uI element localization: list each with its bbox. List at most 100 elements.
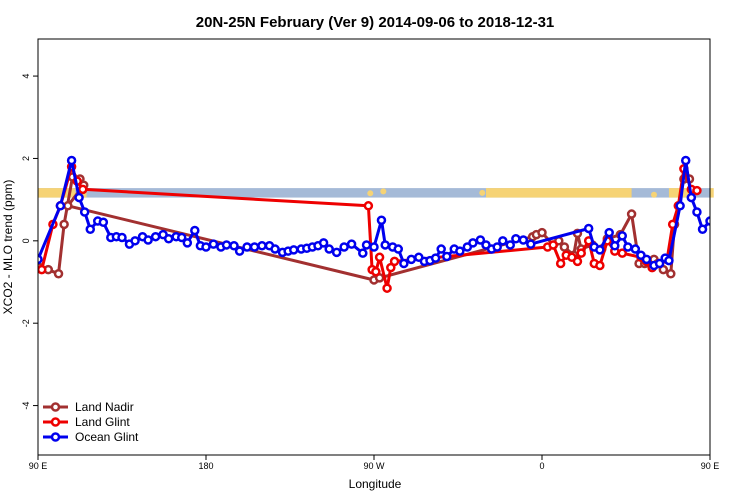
data-point <box>380 240 390 250</box>
data-point <box>229 241 239 251</box>
x-axis: 90 E 180 90 W 0 90 E <box>29 455 720 471</box>
data-point <box>731 233 738 240</box>
data-point <box>38 254 43 265</box>
data-point <box>143 235 153 245</box>
data-point <box>455 246 465 256</box>
series-land-glint <box>38 161 702 293</box>
data-point <box>331 247 342 258</box>
land-segment <box>38 188 76 198</box>
data-point <box>249 242 260 252</box>
data-point <box>675 201 685 211</box>
data-point <box>572 256 583 267</box>
data-point <box>498 236 508 246</box>
data-point <box>358 248 368 258</box>
data-point <box>376 215 387 225</box>
y-tick-label: 4 <box>21 74 31 79</box>
data-point <box>371 266 381 277</box>
data-point <box>234 246 245 256</box>
data-point <box>697 224 708 235</box>
data-point <box>548 240 558 250</box>
data-point <box>399 258 409 269</box>
data-point <box>66 155 77 166</box>
data-point <box>361 240 372 250</box>
land-segment <box>367 190 374 197</box>
data-point <box>150 231 161 242</box>
data-point <box>712 219 719 226</box>
data-point <box>686 192 697 203</box>
data-point <box>242 242 252 252</box>
land-segment <box>651 191 657 198</box>
data-point <box>475 235 486 245</box>
y-tick-label: -4 <box>21 402 31 410</box>
y-axis: -4 -2 0 2 4 <box>21 74 38 410</box>
data-point <box>98 217 109 228</box>
data-point <box>595 260 605 271</box>
data-point <box>59 219 69 230</box>
data-point <box>738 239 745 246</box>
x-tick-label: 90 W <box>363 461 385 471</box>
data-point <box>725 232 732 239</box>
data-point <box>718 235 725 242</box>
data-point <box>374 252 385 263</box>
data-point <box>617 248 628 258</box>
data-point <box>74 192 84 203</box>
data-point <box>117 232 127 243</box>
data-point <box>595 245 605 255</box>
data-point <box>130 236 140 246</box>
y-tick-label: 2 <box>21 156 31 161</box>
land-segment <box>479 189 486 196</box>
legend-marker <box>50 402 61 412</box>
data-point <box>382 283 392 293</box>
data-point <box>190 225 200 236</box>
legend-label: Land Nadir <box>75 400 134 414</box>
data-point <box>79 207 90 217</box>
data-point <box>201 242 211 252</box>
x-tick-label: 0 <box>539 461 544 471</box>
data-point <box>339 242 349 252</box>
data-point <box>176 232 187 243</box>
data-point <box>641 254 652 265</box>
data-point <box>630 244 641 254</box>
data-point <box>610 241 620 251</box>
x-tick-label: 90 E <box>29 461 48 471</box>
data-point <box>430 253 441 263</box>
data-point <box>518 235 529 245</box>
data-point <box>63 201 73 211</box>
data-point <box>604 227 614 238</box>
series-layer <box>38 155 750 293</box>
data-point <box>623 242 633 252</box>
y-tick-label: 0 <box>21 238 31 243</box>
data-point <box>369 242 379 252</box>
x-tick-label: 90 E <box>701 461 720 471</box>
y-axis-label: XCO2 - MLO trend (ppm) <box>1 180 15 315</box>
legend-label: Ocean Glint <box>75 430 139 444</box>
data-point <box>436 244 446 254</box>
data-point <box>208 239 219 249</box>
land-segment <box>380 188 387 195</box>
x-axis-label: Longitude <box>349 477 402 491</box>
data-point <box>442 251 452 262</box>
data-point <box>468 238 478 248</box>
data-point <box>492 242 502 252</box>
land-segment <box>710 188 714 198</box>
data-point <box>680 155 691 166</box>
data-point <box>744 236 750 243</box>
chart-title: 20N-25N February (Ver 9) 2014-09-06 to 2… <box>196 14 555 31</box>
data-point <box>555 258 566 269</box>
data-point <box>318 238 329 248</box>
land-segment <box>486 188 632 198</box>
data-point <box>406 254 417 265</box>
data-point <box>288 245 299 255</box>
data-point <box>270 244 280 254</box>
data-point <box>257 241 267 251</box>
data-point <box>221 240 232 250</box>
data-point <box>505 240 516 250</box>
data-point <box>654 258 665 269</box>
data-point <box>692 185 702 196</box>
ocean-band <box>38 188 710 198</box>
data-point <box>85 224 96 235</box>
legend-marker <box>50 417 61 427</box>
data-point <box>53 269 64 279</box>
data-point <box>664 255 674 266</box>
